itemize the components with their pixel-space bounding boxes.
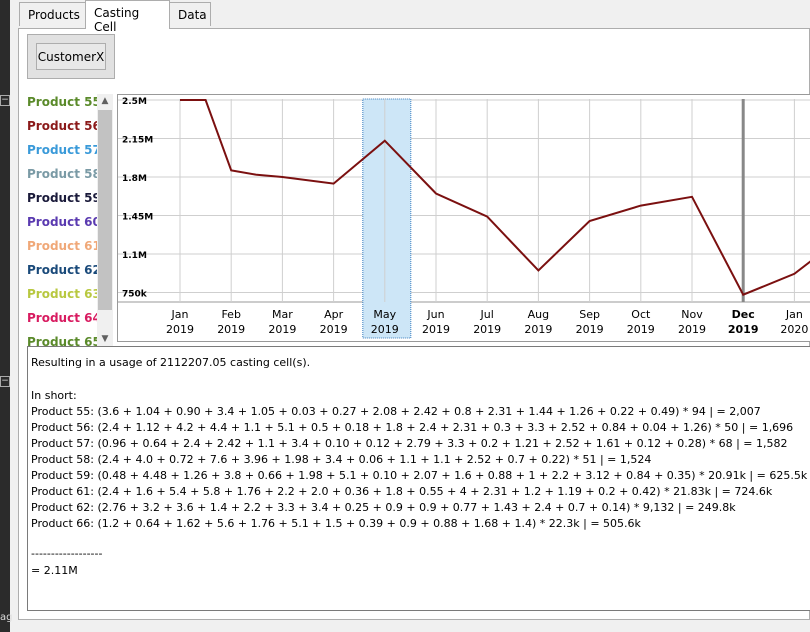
y-tick-label: 1.8M [122, 174, 147, 184]
result-text-area[interactable]: Resulting in a usage of 2112207.05 casti… [27, 346, 810, 611]
legend-item[interactable]: Product 62 [27, 263, 101, 277]
x-tick-label: Mar [272, 308, 293, 321]
x-tick-label: 2019 [728, 323, 759, 336]
x-tick-label: 2019 [524, 323, 552, 336]
x-tick-label: Feb [221, 308, 240, 321]
x-tick-label: 2019 [268, 323, 296, 336]
x-tick-label: Sep [579, 308, 600, 321]
y-tick-label: 2.15M [122, 136, 153, 146]
x-tick-label: May [373, 308, 396, 321]
x-tick-label: Jan [171, 308, 189, 321]
x-tick-label: Jun [426, 308, 444, 321]
customer-button-label: CustomerX [37, 50, 105, 64]
legend-item[interactable]: Product 65 [27, 335, 101, 349]
x-tick-label: 2019 [320, 323, 348, 336]
customer-button-focus [36, 43, 106, 70]
product-legend[interactable]: Product 55 Product 56 Product 57 Product 58… [27, 94, 112, 349]
y-tick-label: 1.45M [122, 213, 153, 223]
usage-line: Resulting in a usage of 2112207.05 casti… [31, 356, 311, 369]
legend-item[interactable]: Product 56 [27, 119, 101, 133]
in-short-heading: In short: [31, 389, 77, 402]
tab-products[interactable]: Products [19, 2, 86, 26]
tab-data[interactable]: Data [169, 2, 211, 26]
side-label: ag [0, 612, 13, 623]
x-tick-label: 2019 [576, 323, 604, 336]
product-formula-line: Product 62: (2.76 + 3.2 + 3.6 + 1.4 + 2.… [31, 501, 736, 514]
x-tick-label: 2019 [422, 323, 450, 336]
separator-line: ------------------ [31, 547, 103, 560]
x-tick-label: 2019 [217, 323, 245, 336]
x-tick-label: Apr [324, 308, 344, 321]
x-tick-label: 2019 [473, 323, 501, 336]
legend-item[interactable]: Product 55 [27, 95, 101, 109]
tab-casting-cell[interactable]: Casting Cell [85, 0, 170, 34]
x-tick-label: Nov [681, 308, 703, 321]
x-tick-label: Jan [785, 308, 803, 321]
usage-chart[interactable]: 2.5M 2.15M 1.8M 1.45M 1.1M 750k Jan 2019 Feb 2019… [117, 94, 810, 342]
collapse-icon[interactable]: − [0, 376, 10, 387]
legend-scrollbar[interactable]: ▲ ▼ [97, 94, 113, 346]
y-tick-label: 750k [122, 290, 148, 300]
product-formula-line: Product 61: (2.4 + 1.6 + 5.4 + 5.8 + 1.7… [31, 485, 773, 498]
legend-item[interactable]: Product 58 [27, 167, 101, 181]
x-tick-label: Aug [528, 308, 549, 321]
x-tick-label: 2019 [678, 323, 706, 336]
x-tick-label: 2019 [166, 323, 194, 336]
left-strip: − − ag [0, 0, 13, 632]
collapse-icon[interactable]: − [0, 95, 10, 106]
legend-item[interactable]: Product 59 [27, 191, 101, 205]
product-formula-line: Product 66: (1.2 + 0.64 + 1.62 + 5.6 + 1… [31, 517, 641, 530]
customer-button[interactable]: CustomerX [27, 34, 115, 79]
legend-item[interactable]: Product 64 [27, 311, 101, 325]
scroll-down-icon[interactable]: ▼ [101, 334, 109, 344]
selected-month-highlight [362, 98, 412, 339]
usage-series-line [180, 99, 810, 296]
legend-item[interactable]: Product 57 [27, 143, 101, 157]
legend-item[interactable]: Product 63 [27, 287, 101, 301]
x-tick-label: 2020 [780, 323, 808, 336]
legend-item[interactable]: Product 60 [27, 215, 101, 229]
legend-item[interactable]: Product 61 [27, 239, 101, 253]
x-tick-label: Oct [631, 308, 651, 321]
x-tick-label: 2019 [371, 323, 399, 336]
y-tick-label: 1.1M [122, 251, 147, 261]
tab-bar: Products Casting Cell Data [10, 0, 810, 34]
scroll-thumb[interactable] [98, 110, 112, 310]
tab-label: Data [178, 8, 207, 22]
x-tick-label: Jul [480, 308, 494, 321]
x-tick-label: Dec [732, 308, 755, 321]
x-tick-label: 2019 [627, 323, 655, 336]
total-line: = 2.11M [31, 564, 78, 577]
product-formula-line: Product 56: (2.4 + 1.12 + 4.2 + 4.4 + 1.… [31, 421, 794, 434]
y-tick-label: 2.5M [122, 97, 147, 107]
product-formula-line: Product 57: (0.96 + 0.64 + 2.4 + 2.42 + … [31, 437, 788, 450]
product-formula-line: Product 58: (2.4 + 4.0 + 0.72 + 7.6 + 3.… [31, 453, 652, 466]
usage-chart-svg: 2.5M 2.15M 1.8M 1.45M 1.1M 750k Jan 2019 Feb 2019… [118, 97, 810, 339]
scroll-up-icon[interactable]: ▲ [101, 96, 109, 106]
tab-label: Casting Cell [94, 6, 140, 34]
tab-label: Products [28, 8, 80, 22]
product-formula-line: Product 59: (0.48 + 4.48 + 1.26 + 3.8 + … [31, 469, 808, 482]
product-formula-line: Product 55: (3.6 + 1.04 + 0.90 + 3.4 + 1… [31, 405, 761, 418]
